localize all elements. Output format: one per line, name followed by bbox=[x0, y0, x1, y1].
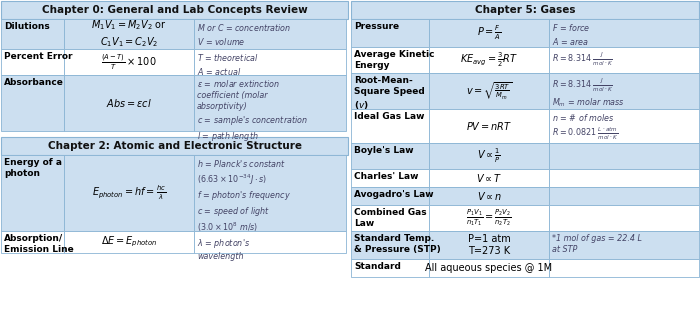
Bar bbox=[351, 143, 429, 169]
Bar bbox=[429, 259, 549, 277]
Text: $F$ = force
$A$ = area: $F$ = force $A$ = area bbox=[552, 22, 590, 47]
Text: Avogadro's Law: Avogadro's Law bbox=[354, 190, 433, 199]
Text: Chapter 5: Gases: Chapter 5: Gases bbox=[475, 5, 575, 15]
Bar bbox=[351, 47, 429, 73]
Bar bbox=[549, 169, 699, 187]
Text: Pressure: Pressure bbox=[354, 22, 399, 31]
Text: Chapter 0: General and Lab Concepts Review: Chapter 0: General and Lab Concepts Revi… bbox=[41, 5, 307, 15]
Bar bbox=[429, 47, 549, 73]
Bar bbox=[549, 109, 699, 143]
Text: Absorbance: Absorbance bbox=[4, 78, 64, 87]
Text: $M$ or $C$ = concentration
$V$ = volume: $M$ or $C$ = concentration $V$ = volume bbox=[197, 22, 291, 47]
Text: Ideal Gas Law: Ideal Gas Law bbox=[354, 112, 424, 121]
Text: $P = \frac{F}{A}$: $P = \frac{F}{A}$ bbox=[477, 24, 501, 42]
Bar bbox=[351, 169, 429, 187]
Text: Chapter 2: Atomic and Electronic Structure: Chapter 2: Atomic and Electronic Structu… bbox=[48, 141, 302, 151]
Text: $PV = nRT$: $PV = nRT$ bbox=[466, 120, 512, 132]
Text: All aqueous species @ 1M: All aqueous species @ 1M bbox=[426, 263, 552, 273]
Bar bbox=[549, 73, 699, 109]
Text: $T$ = theoretical
$A$ = actual: $T$ = theoretical $A$ = actual bbox=[197, 52, 259, 77]
Text: Boyle's Law: Boyle's Law bbox=[354, 146, 414, 155]
Bar bbox=[549, 19, 699, 47]
Bar bbox=[64, 155, 194, 231]
Bar bbox=[429, 205, 549, 231]
Bar bbox=[549, 205, 699, 231]
Bar bbox=[351, 205, 429, 231]
Text: Energy of a
photon: Energy of a photon bbox=[4, 158, 62, 178]
Text: $V \propto n$: $V \propto n$ bbox=[477, 190, 501, 202]
Text: Standard: Standard bbox=[354, 262, 401, 271]
Text: $n$ = # of moles
$R = 0.0821\ \frac{L \cdot atm}{mol \cdot K}$: $n$ = # of moles $R = 0.0821\ \frac{L \c… bbox=[552, 112, 618, 143]
Bar bbox=[549, 231, 699, 259]
Bar bbox=[549, 143, 699, 169]
Bar bbox=[1, 137, 348, 155]
Bar bbox=[1, 155, 64, 231]
Text: Absorption/
Emission Line: Absorption/ Emission Line bbox=[4, 234, 74, 254]
Text: Charles' Law: Charles' Law bbox=[354, 172, 419, 181]
Bar bbox=[194, 231, 346, 253]
Text: $M_1V_1 = M_2V_2$ or
$C_1V_1 = C_2V_2$: $M_1V_1 = M_2V_2$ or $C_1V_1 = C_2V_2$ bbox=[91, 19, 167, 49]
Text: Combined Gas
Law: Combined Gas Law bbox=[354, 208, 426, 228]
Bar bbox=[429, 169, 549, 187]
Bar bbox=[1, 19, 64, 49]
Text: *1 mol of gas = 22.4 L
at STP: *1 mol of gas = 22.4 L at STP bbox=[552, 234, 642, 254]
Bar bbox=[549, 47, 699, 73]
Text: $\frac{(A-T)}{T} \times 100$: $\frac{(A-T)}{T} \times 100$ bbox=[102, 52, 157, 72]
Text: $R = 8.314\ \frac{J}{mol \cdot K}$
$M_m$ = molar mass: $R = 8.314\ \frac{J}{mol \cdot K}$ $M_m$… bbox=[552, 76, 625, 109]
Text: $h$ = Planck's constant
$(6.63 \times 10^{-34}J \cdot s)$
$f$ = photon's frequen: $h$ = Planck's constant $(6.63 \times 10… bbox=[197, 158, 291, 261]
Text: P=1 atm
T=273 K: P=1 atm T=273 K bbox=[468, 234, 510, 256]
Text: $KE_{avg} = \frac{3}{2}RT$: $KE_{avg} = \frac{3}{2}RT$ bbox=[460, 51, 518, 69]
Bar bbox=[64, 231, 194, 253]
Bar bbox=[429, 231, 549, 259]
Bar bbox=[1, 1, 348, 19]
Bar bbox=[64, 75, 194, 131]
Bar bbox=[429, 109, 549, 143]
Bar bbox=[351, 73, 429, 109]
Text: Standard Temp.
& Pressure (STP): Standard Temp. & Pressure (STP) bbox=[354, 234, 441, 254]
Text: $\varepsilon$ = molar extinction
coefficient (molar
absorptivity)
$c$ = sample's: $\varepsilon$ = molar extinction coeffic… bbox=[197, 78, 308, 143]
Text: Root-Mean-
Square Speed
($v$): Root-Mean- Square Speed ($v$) bbox=[354, 76, 425, 111]
Text: $E_{photon} = hf = \frac{hc}{\lambda}$: $E_{photon} = hf = \frac{hc}{\lambda}$ bbox=[92, 184, 166, 202]
Bar bbox=[351, 109, 429, 143]
Text: Dilutions: Dilutions bbox=[4, 22, 50, 31]
Text: $R = 8.314\ \frac{J}{mol \cdot K}$: $R = 8.314\ \frac{J}{mol \cdot K}$ bbox=[552, 50, 613, 68]
Bar bbox=[429, 19, 549, 47]
Bar bbox=[64, 49, 194, 75]
Bar bbox=[549, 187, 699, 205]
Text: $\frac{P_1V_1}{n_1T_1} = \frac{P_2V_2}{n_2T_2}$: $\frac{P_1V_1}{n_1T_1} = \frac{P_2V_2}{n… bbox=[466, 207, 512, 228]
Bar bbox=[1, 75, 64, 131]
Bar bbox=[194, 19, 346, 49]
Bar bbox=[351, 19, 429, 47]
Text: $V \propto \frac{1}{P}$: $V \propto \frac{1}{P}$ bbox=[477, 147, 501, 165]
Text: $Abs = \varepsilon cl$: $Abs = \varepsilon cl$ bbox=[106, 97, 152, 109]
Text: $v = \sqrt{\frac{3RT}{M_m}}$: $v = \sqrt{\frac{3RT}{M_m}}$ bbox=[466, 80, 512, 101]
Bar bbox=[351, 1, 699, 19]
Bar bbox=[64, 19, 194, 49]
Bar bbox=[1, 231, 64, 253]
Text: $\Delta E = E_{photon}$: $\Delta E = E_{photon}$ bbox=[101, 235, 158, 249]
Bar bbox=[429, 187, 549, 205]
Bar bbox=[351, 231, 429, 259]
Text: Percent Error: Percent Error bbox=[4, 52, 73, 61]
Bar bbox=[194, 155, 346, 231]
Bar bbox=[194, 49, 346, 75]
Text: Average Kinetic
Energy: Average Kinetic Energy bbox=[354, 50, 435, 70]
Bar bbox=[194, 75, 346, 131]
Bar bbox=[351, 187, 429, 205]
Bar bbox=[429, 143, 549, 169]
Bar bbox=[351, 259, 429, 277]
Bar bbox=[549, 259, 699, 277]
Bar bbox=[1, 49, 64, 75]
Text: $V \propto T$: $V \propto T$ bbox=[476, 172, 502, 184]
Bar bbox=[429, 73, 549, 109]
